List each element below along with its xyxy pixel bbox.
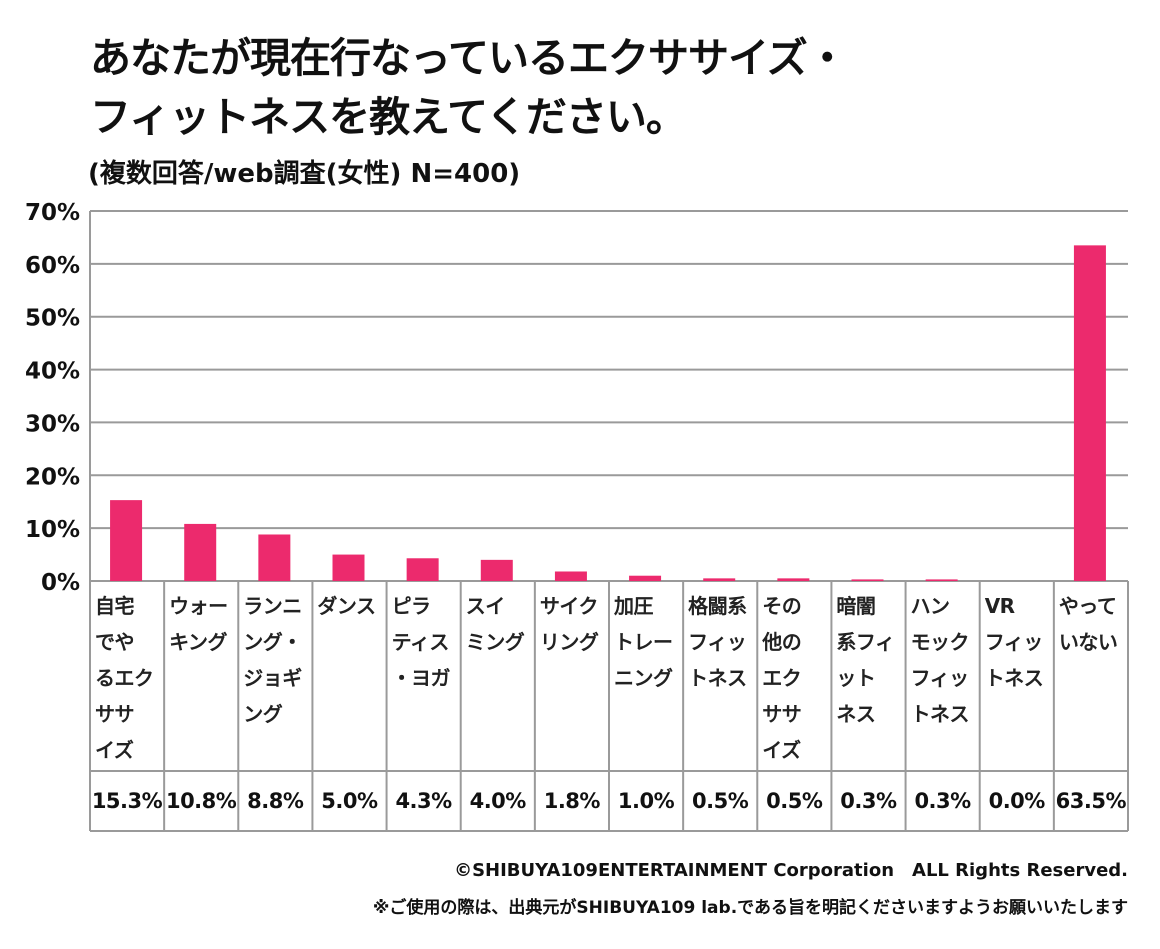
value-label: 0.5% <box>692 789 749 813</box>
value-label: 63.5% <box>1055 789 1127 813</box>
category-label: ランニ ング・ ジョギ ング <box>243 594 302 726</box>
value-label: 4.0% <box>469 789 527 813</box>
y-tick-label: 70% <box>25 200 80 226</box>
copyright-footer: ©SHIBUYA109ENTERTAINMENT Corporation ALL… <box>454 860 1128 881</box>
value-label: 8.8% <box>247 789 304 813</box>
bar <box>629 575 662 581</box>
category-label: ウォー キング <box>169 594 228 654</box>
y-tick-label: 60% <box>25 253 80 279</box>
category-label: ダンス <box>317 594 376 618</box>
value-label: 4.3% <box>395 789 452 813</box>
chart-title-line2: フィットネスを教えてください。 <box>90 93 687 141</box>
category-label: ピラ ティス ・ヨガ <box>391 594 451 690</box>
value-label: 0.3% <box>840 789 897 813</box>
category-label: 暗闇 系フィ ット ネス <box>836 594 895 726</box>
value-label: 15.3% <box>91 789 163 813</box>
category-label: VR フィッ トネス <box>984 594 1044 690</box>
bar <box>184 523 217 581</box>
category-label: 格闘系 フィッ トネス <box>688 594 747 690</box>
chart-subtitle: (複数回答/web調査(女性) N=400) <box>88 159 521 189</box>
bar <box>110 500 143 581</box>
bar <box>777 578 810 581</box>
value-label: 1.0% <box>617 789 675 813</box>
y-tick-label: 20% <box>25 464 80 490</box>
value-label: 0.5% <box>766 789 823 813</box>
bar <box>851 579 884 581</box>
bar <box>925 579 958 581</box>
y-tick-label: 50% <box>25 306 80 332</box>
bar <box>703 578 736 581</box>
bar <box>554 571 587 581</box>
category-label: ハン モック フィッ トネス <box>910 594 970 726</box>
category-label: サイク リング <box>539 594 599 654</box>
value-label: 0.3% <box>914 789 971 813</box>
category-label: スイ ミング <box>465 594 525 654</box>
y-tick-label: 40% <box>25 359 80 385</box>
y-tick-label: 30% <box>25 411 80 437</box>
value-label: 0.0% <box>988 789 1046 813</box>
category-label: 加圧 トレー ニング <box>614 594 673 690</box>
category-label: 自宅 でや るエク ササ イズ <box>95 594 154 762</box>
usage-note-footer: ※ご使用の際は、出典元がSHIBUYA109 lab.である旨を明記くださいます… <box>372 898 1128 918</box>
value-label: 1.8% <box>543 789 601 813</box>
bar <box>1073 245 1106 581</box>
bar <box>332 554 365 581</box>
y-tick-label: 10% <box>25 517 80 543</box>
bar <box>480 559 513 581</box>
y-tick-label: 0% <box>41 570 80 596</box>
value-label: 5.0% <box>321 789 378 813</box>
category-label: やって いない <box>1058 594 1118 654</box>
bar <box>406 558 439 581</box>
bar <box>258 534 291 581</box>
chart-title-line1: あなたが現在行なっているエクササイズ・ <box>90 34 848 82</box>
value-label: 10.8% <box>165 789 237 813</box>
category-label: その 他の エク ササ イズ <box>762 594 802 762</box>
